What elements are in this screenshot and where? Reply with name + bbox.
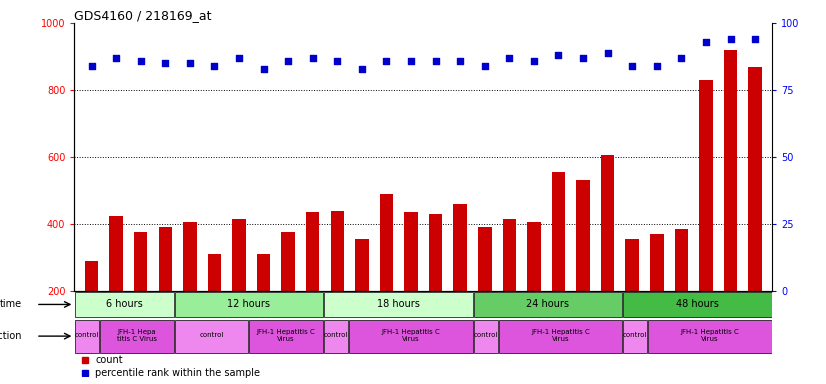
Bar (232, 219, 246, 291)
Point (748, 36, 762, 42)
Point (355, 66, 368, 72)
Point (257, 66, 270, 72)
Bar (109, 216, 123, 291)
Bar (552, 172, 565, 291)
Bar (429, 214, 443, 291)
Bar (453, 204, 467, 291)
Bar (257, 254, 270, 291)
Bar (174, 319, 249, 353)
Bar (699, 80, 713, 291)
Bar (174, 292, 323, 316)
Point (159, 60, 172, 66)
Point (232, 55, 245, 61)
Bar (183, 222, 197, 291)
Text: 6 hours: 6 hours (106, 299, 143, 309)
Point (183, 60, 197, 66)
Bar (502, 219, 516, 291)
Text: 24 hours: 24 hours (526, 299, 569, 309)
Bar (324, 292, 472, 316)
Bar (648, 319, 771, 353)
Text: GDS4160 / 218169_at: GDS4160 / 218169_at (74, 9, 211, 22)
Bar (349, 319, 472, 353)
Bar (624, 292, 771, 316)
Point (700, 39, 713, 45)
Text: control: control (199, 333, 224, 338)
Bar (499, 319, 622, 353)
Text: percentile rank within the sample: percentile rank within the sample (95, 368, 260, 378)
Bar (601, 156, 615, 291)
Bar (355, 239, 368, 291)
Text: JFH-1 Hepa
titis C Virus: JFH-1 Hepa titis C Virus (116, 329, 157, 342)
Point (724, 36, 737, 42)
Bar (75, 319, 99, 353)
Bar (380, 194, 393, 291)
Bar (404, 212, 418, 291)
Bar (625, 239, 639, 291)
Bar (207, 254, 221, 291)
Point (134, 58, 147, 64)
Bar (527, 222, 541, 291)
Text: control: control (623, 333, 648, 338)
Text: count: count (95, 355, 123, 365)
Bar (85, 261, 98, 291)
Bar (159, 227, 172, 291)
Bar (650, 234, 663, 291)
Bar (724, 50, 738, 291)
Text: JFH-1 Hepatitis C
Virus: JFH-1 Hepatitis C Virus (257, 329, 316, 342)
Point (675, 55, 688, 61)
Point (330, 58, 344, 64)
Point (503, 55, 516, 61)
Point (527, 58, 540, 64)
Bar (748, 66, 762, 291)
Text: control: control (473, 333, 498, 338)
Point (577, 55, 590, 61)
Text: JFH-1 Hepatitis C
Virus: JFH-1 Hepatitis C Virus (382, 329, 440, 342)
Bar (75, 292, 173, 316)
Point (429, 58, 442, 64)
Text: time: time (0, 300, 22, 310)
Text: 18 hours: 18 hours (377, 299, 420, 309)
Point (650, 63, 663, 69)
Point (110, 55, 123, 61)
Point (453, 58, 467, 64)
Bar (324, 319, 348, 353)
Point (85, 63, 98, 69)
Bar (473, 319, 497, 353)
Text: 12 hours: 12 hours (227, 299, 270, 309)
Text: control: control (74, 333, 99, 338)
Text: control: control (324, 333, 349, 338)
Point (625, 63, 638, 69)
Point (478, 63, 491, 69)
Bar (134, 232, 148, 291)
Point (208, 63, 221, 69)
Text: JFH-1 Hepatitis C
Virus: JFH-1 Hepatitis C Virus (531, 329, 590, 342)
Text: infection: infection (0, 331, 22, 341)
Bar (330, 211, 344, 291)
Bar (675, 229, 688, 291)
Bar (473, 292, 622, 316)
Text: 48 hours: 48 hours (676, 299, 719, 309)
Point (306, 55, 320, 61)
Bar (478, 227, 491, 291)
Point (552, 52, 565, 58)
Text: JFH-1 Hepatitis C
Virus: JFH-1 Hepatitis C Virus (681, 329, 739, 342)
Bar (100, 319, 173, 353)
Bar (282, 232, 295, 291)
Point (405, 58, 418, 64)
Bar (306, 212, 320, 291)
Bar (624, 319, 648, 353)
Point (601, 50, 615, 56)
Bar (249, 319, 323, 353)
Point (282, 58, 295, 64)
Bar (577, 180, 590, 291)
Point (380, 58, 393, 64)
